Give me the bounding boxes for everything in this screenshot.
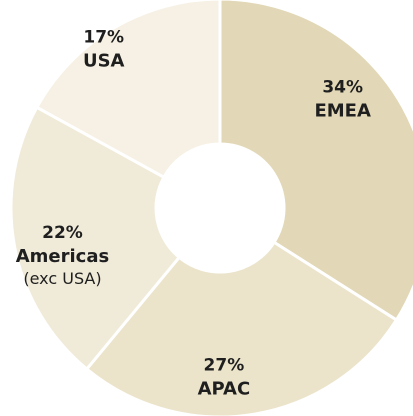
- label-usa-pct: 17%: [83, 27, 124, 47]
- label-emea-pct: 34%: [322, 78, 363, 98]
- slice-americas: [9, 105, 182, 372]
- label-emea-name: EMEA: [314, 101, 371, 122]
- label-americas-note: (exc USA): [23, 269, 101, 288]
- slice-usa: [34, 0, 222, 180]
- label-usa-name: USA: [83, 50, 125, 71]
- label-americas-name: Americas: [16, 246, 109, 267]
- label-apac-name: APAC: [198, 378, 251, 399]
- slice-apac: [84, 240, 399, 416]
- slices-group: [9, 0, 413, 416]
- slice-emea: [218, 0, 413, 323]
- label-americas-pct: 22%: [42, 223, 83, 243]
- labels-group: 34% EMEA 27% APAC 22% Americas (exc USA)…: [16, 27, 371, 399]
- label-apac-pct: 27%: [204, 355, 245, 375]
